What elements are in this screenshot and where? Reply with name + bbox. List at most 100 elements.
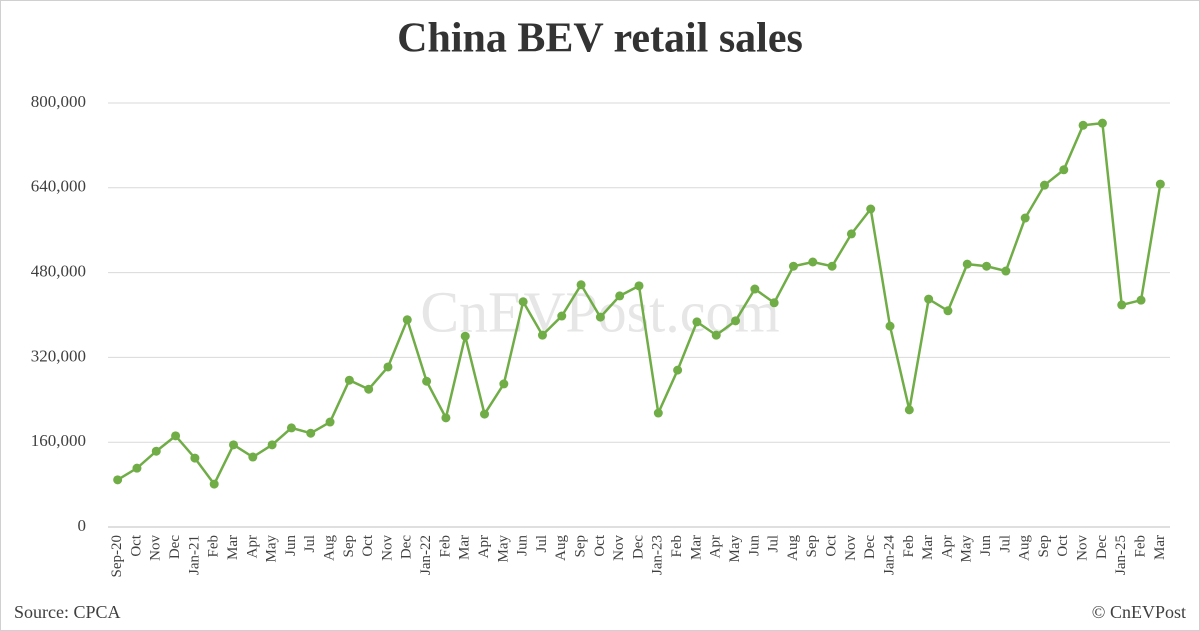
point (113, 475, 123, 485)
y-tick-label: 640,000 (31, 177, 86, 196)
y-tick-label: 320,000 (31, 346, 86, 365)
watermark: CnEVPost.com (420, 279, 779, 344)
point (151, 446, 161, 456)
x-tick-label: Aug (321, 535, 337, 561)
point (518, 297, 528, 307)
x-tick-label: Apr (708, 535, 724, 558)
x-tick-label: Sep (573, 535, 589, 558)
point (267, 440, 277, 450)
point (827, 261, 837, 271)
x-tick-label: Jan-23 (650, 535, 666, 575)
x-tick-label: Jun (515, 535, 531, 556)
point (537, 330, 547, 340)
x-tick-label: May (727, 535, 743, 563)
point (209, 479, 219, 489)
point (344, 375, 354, 385)
x-tick-label: Mar (1152, 535, 1168, 560)
y-tick-label: 160,000 (31, 431, 86, 450)
x-tick-label: Dec (630, 535, 646, 559)
point (325, 417, 335, 427)
chart-title: China BEV retail sales (397, 16, 803, 62)
x-tick-label: Jan-25 (1113, 535, 1129, 575)
x-tick-label: Sep (341, 535, 357, 558)
point (846, 229, 856, 239)
x-tick-label: May (495, 535, 511, 563)
point (441, 413, 451, 423)
point (422, 376, 432, 386)
x-tick-label: Feb (669, 535, 685, 558)
x-tick-label: Dec (1094, 535, 1110, 559)
point (364, 384, 374, 394)
x-tick-label: Jun (978, 535, 994, 556)
x-tick-label: Jul (766, 535, 782, 553)
point (557, 311, 567, 321)
point (1059, 165, 1069, 175)
point (1155, 179, 1165, 189)
point (731, 316, 741, 326)
point (306, 428, 316, 438)
x-tick-label: Oct (1055, 534, 1071, 556)
point (1001, 266, 1011, 276)
point (286, 423, 296, 433)
point (480, 409, 490, 419)
point (460, 331, 470, 341)
point (1117, 300, 1127, 310)
point (1097, 118, 1107, 128)
x-tick-label: Jan-24 (881, 535, 897, 575)
x-tick-label: Nov (611, 535, 627, 561)
point (962, 259, 972, 269)
x-tick-label: Oct (128, 534, 144, 556)
x-tick-label: Dec (167, 535, 183, 559)
x-tick-label: Feb (437, 535, 453, 558)
point (1020, 213, 1030, 223)
x-tick-label: Mar (920, 535, 936, 560)
point (769, 298, 779, 308)
x-tick-label: Aug (553, 535, 569, 561)
x-tick-label: Apr (476, 535, 492, 558)
credit: © CnEVPost (1092, 602, 1186, 622)
x-tick-label: Oct (592, 534, 608, 556)
x-tick-label: Sep-20 (109, 535, 125, 578)
x-tick-label: Oct (360, 534, 376, 556)
point (1136, 295, 1146, 305)
point (808, 257, 818, 267)
point (1078, 120, 1088, 130)
point (634, 281, 644, 291)
x-tick-label: Jul (534, 535, 550, 553)
x-tick-label: Dec (862, 535, 878, 559)
x-tick-label: Mar (225, 535, 241, 560)
y-tick-label: 800,000 (31, 92, 86, 111)
x-tick-label: Sep (1036, 535, 1052, 558)
point (904, 405, 914, 415)
point (383, 362, 393, 372)
x-tick-label: May (264, 535, 280, 563)
y-tick-label: 0 (78, 516, 87, 535)
point (692, 317, 702, 327)
point (885, 321, 895, 331)
x-tick-label: Feb (1132, 535, 1148, 558)
x-tick-label: Dec (399, 535, 415, 559)
point (499, 379, 509, 389)
point (673, 365, 683, 375)
source: Source: CPCA (14, 602, 121, 622)
point (866, 204, 876, 214)
point (402, 315, 412, 325)
x-tick-label: Jul (302, 535, 318, 553)
x-tick-label: Jun (283, 535, 299, 556)
point (132, 463, 142, 473)
x-tick-label: Aug (1017, 535, 1033, 561)
x-tick-label: Nov (1075, 535, 1091, 561)
x-tick-label: Jun (746, 535, 762, 556)
x-tick-label: Nov (379, 535, 395, 561)
x-tick-label: Feb (206, 535, 222, 558)
x-tick-label: Nov (148, 535, 164, 561)
x-tick-label: May (959, 535, 975, 563)
x-tick-label: Jan-22 (418, 535, 434, 575)
x-tick-label: Feb (901, 535, 917, 558)
point (924, 294, 934, 304)
x-tick-label: Jan-21 (186, 535, 202, 575)
point (982, 261, 992, 271)
point (190, 453, 200, 463)
x-tick-label: Apr (244, 535, 260, 558)
